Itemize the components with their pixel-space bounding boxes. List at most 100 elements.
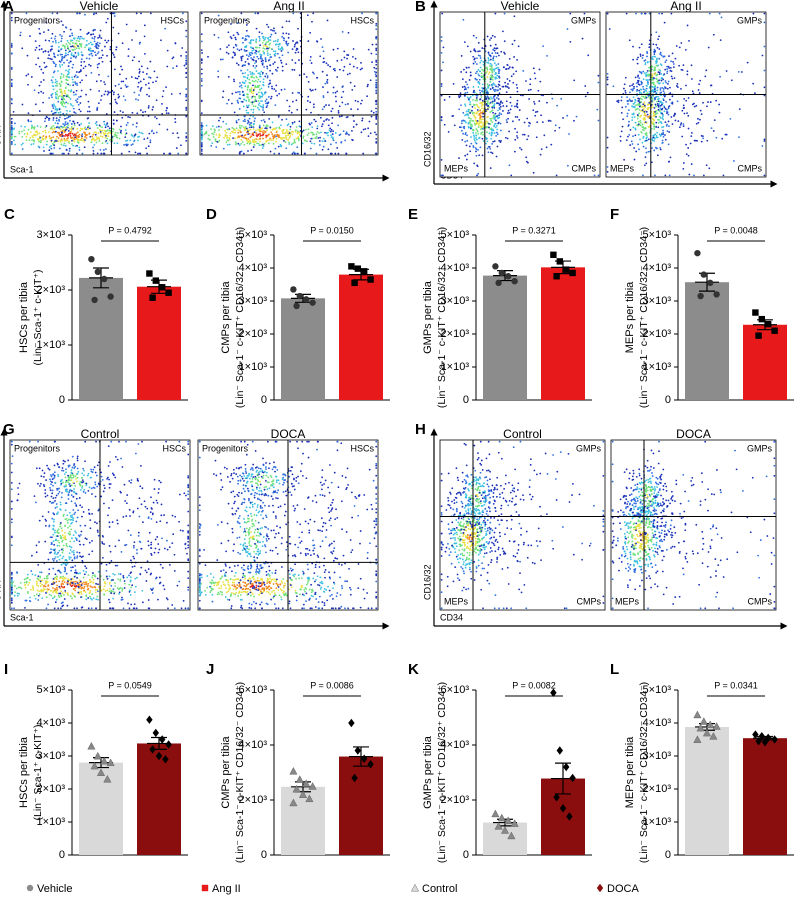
density-dot [464,140,467,143]
density-dot [239,93,241,96]
density-dot [60,58,63,61]
density-dot [29,596,31,599]
density-dot [287,42,290,45]
density-dot [490,64,493,67]
density-dot [63,124,66,127]
density-dot [96,595,99,598]
density-dot [63,56,66,59]
density-dot [272,142,275,145]
density-dot [64,105,67,108]
density-dot [325,104,327,106]
density-dot [375,123,378,125]
density-dot [257,51,260,53]
density-dot [52,112,55,115]
density-dot [26,133,29,136]
density-dot [491,121,494,123]
density-dot [575,115,578,118]
density-dot [659,117,662,119]
density-dot [321,148,324,151]
density-dot [353,120,355,122]
density-dot [120,152,123,155]
density-dot [307,128,310,131]
density-dot [45,125,48,127]
density-dot [631,116,634,119]
density-dot [57,50,60,53]
density-dot [584,95,587,98]
density-dot [97,51,100,53]
density-dot [100,56,103,59]
density-dot [353,85,356,88]
density-dot [55,140,58,142]
density-dot [68,556,71,558]
density-dot [72,517,75,520]
density-dot [462,18,465,21]
density-dot [28,600,31,602]
density-dot [514,115,517,118]
density-dot [60,98,63,101]
density-dot [475,134,477,137]
density-dot [88,595,91,598]
density-dot [487,116,489,118]
density-dot [23,129,25,132]
density-dot [50,139,53,142]
density-dot [342,85,344,88]
density-dot [498,69,501,72]
density-dot [71,39,74,42]
density-dot [31,554,33,557]
density-dot [248,117,251,120]
density-dot [280,88,283,91]
density-dot [278,92,281,95]
density-dot [10,19,13,22]
density-dot [494,122,497,125]
density-dot [115,119,118,122]
density-dot [322,50,325,53]
density-dot [302,135,305,138]
density-dot [76,98,79,100]
density-dot [513,39,516,42]
density-dot [10,102,13,105]
density-dot [644,95,647,98]
density-dot [617,101,620,104]
density-dot [632,83,635,85]
density-dot [252,126,255,129]
density-dot [666,65,668,68]
density-dot [664,174,667,177]
density-dot [315,135,318,138]
density-dot [494,12,497,15]
density-dot [699,118,701,121]
density-dot [287,123,290,126]
density-dot [682,104,685,107]
density-dot [645,96,648,99]
density-dot [72,42,74,44]
density-dot [48,131,50,133]
density-dot [315,76,318,79]
density-dot [297,130,299,133]
density-dot [527,89,530,92]
density-dot [69,549,72,551]
density-dot [267,133,270,136]
density-dot [63,598,66,600]
density-dot [76,457,79,460]
density-dot [104,148,107,150]
density-dot [131,39,133,41]
density-dot [633,158,636,161]
density-dot [496,47,499,50]
density-dot [247,141,250,143]
density-dot [469,71,472,74]
density-dot [280,50,283,52]
density-dot [119,579,122,582]
density-dot [280,145,283,147]
density-dot [272,63,275,65]
density-dot [288,141,290,144]
density-dot [659,135,662,137]
density-dot [638,70,641,73]
density-dot [74,74,77,77]
density-dot [637,143,639,146]
density-dot [659,92,662,94]
density-dot [38,44,41,47]
density-dot [280,137,282,140]
density-dot [497,98,500,100]
density-dot [269,97,272,100]
density-dot [242,136,245,139]
density-dot [87,100,90,103]
